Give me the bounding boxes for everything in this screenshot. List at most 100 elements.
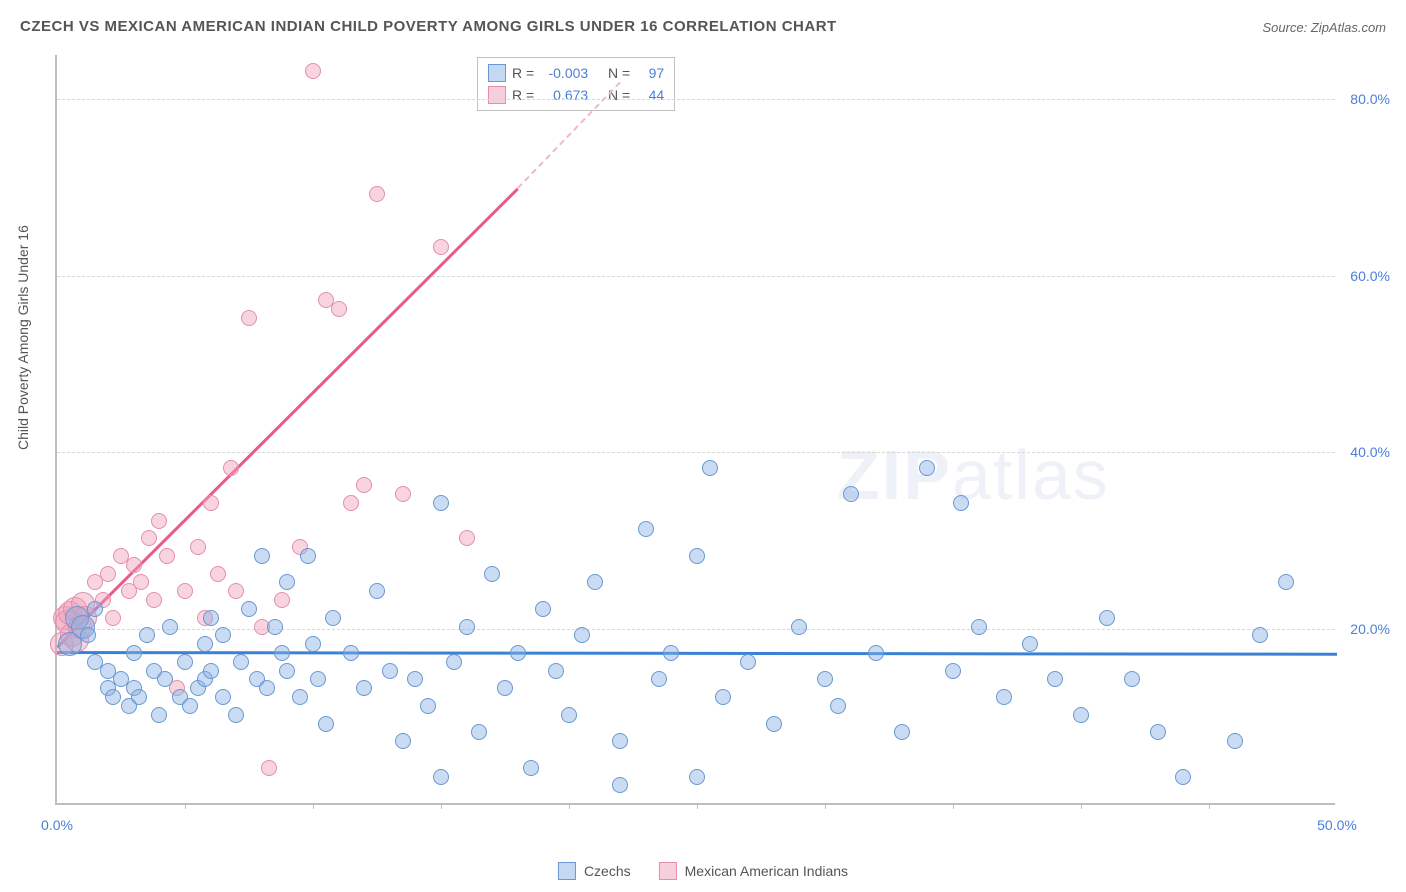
data-point bbox=[369, 583, 385, 599]
data-point bbox=[420, 698, 436, 714]
data-point bbox=[87, 601, 103, 617]
data-point bbox=[497, 680, 513, 696]
data-point bbox=[894, 724, 910, 740]
data-point bbox=[300, 548, 316, 564]
data-point bbox=[259, 680, 275, 696]
x-tick-mark bbox=[697, 803, 698, 809]
x-tick-mark bbox=[441, 803, 442, 809]
data-point bbox=[177, 583, 193, 599]
data-point bbox=[945, 663, 961, 679]
y-tick-label: 80.0% bbox=[1340, 91, 1390, 107]
data-point bbox=[100, 566, 116, 582]
data-point bbox=[510, 645, 526, 661]
data-point bbox=[1022, 636, 1038, 652]
data-point bbox=[919, 460, 935, 476]
data-point bbox=[292, 689, 308, 705]
data-point bbox=[215, 627, 231, 643]
y-tick-label: 40.0% bbox=[1340, 444, 1390, 460]
data-point bbox=[574, 627, 590, 643]
data-point bbox=[133, 574, 149, 590]
data-point bbox=[1124, 671, 1140, 687]
data-point bbox=[318, 716, 334, 732]
data-point bbox=[740, 654, 756, 670]
data-point bbox=[953, 495, 969, 511]
data-point bbox=[689, 548, 705, 564]
x-tick-label: 0.0% bbox=[41, 817, 73, 833]
data-point bbox=[190, 539, 206, 555]
data-point bbox=[228, 707, 244, 723]
data-point bbox=[1175, 769, 1191, 785]
r-value-mexican: 0.673 bbox=[540, 87, 588, 103]
data-point bbox=[663, 645, 679, 661]
data-point bbox=[267, 619, 283, 635]
data-point bbox=[1278, 574, 1294, 590]
watermark-thin: atlas bbox=[952, 436, 1110, 514]
data-point bbox=[126, 645, 142, 661]
data-point bbox=[1150, 724, 1166, 740]
data-point bbox=[356, 477, 372, 493]
data-point bbox=[433, 239, 449, 255]
data-point bbox=[241, 601, 257, 617]
legend-item-czechs: Czechs bbox=[558, 862, 631, 880]
data-point bbox=[395, 733, 411, 749]
data-point bbox=[203, 610, 219, 626]
data-point bbox=[1252, 627, 1268, 643]
data-point bbox=[548, 663, 564, 679]
data-point bbox=[484, 566, 500, 582]
data-point bbox=[612, 777, 628, 793]
data-point bbox=[210, 566, 226, 582]
data-point bbox=[197, 636, 213, 652]
data-point bbox=[146, 592, 162, 608]
data-point bbox=[310, 671, 326, 687]
data-point bbox=[343, 645, 359, 661]
data-point bbox=[139, 627, 155, 643]
data-point bbox=[471, 724, 487, 740]
data-point bbox=[182, 698, 198, 714]
r-label: R = bbox=[512, 87, 534, 103]
data-point bbox=[612, 733, 628, 749]
scatter-plot: ZIPatlas R = -0.003 N = 97 R = 0.673 N =… bbox=[55, 55, 1335, 805]
correlation-stats-box: R = -0.003 N = 97 R = 0.673 N = 44 bbox=[477, 57, 675, 111]
x-tick-mark bbox=[185, 803, 186, 809]
data-point bbox=[241, 310, 257, 326]
data-point bbox=[715, 689, 731, 705]
x-tick-label: 50.0% bbox=[1317, 817, 1357, 833]
data-point bbox=[203, 495, 219, 511]
data-point bbox=[689, 769, 705, 785]
data-point bbox=[261, 760, 277, 776]
data-point bbox=[791, 619, 807, 635]
r-value-czechs: -0.003 bbox=[540, 65, 588, 81]
stats-row-mexican: R = 0.673 N = 44 bbox=[488, 84, 664, 106]
data-point bbox=[305, 636, 321, 652]
data-point bbox=[228, 583, 244, 599]
data-point bbox=[382, 663, 398, 679]
data-point bbox=[395, 486, 411, 502]
x-tick-mark bbox=[825, 803, 826, 809]
data-point bbox=[1073, 707, 1089, 723]
n-label: N = bbox=[608, 65, 630, 81]
data-point bbox=[459, 530, 475, 546]
data-point bbox=[223, 460, 239, 476]
y-axis-label: Child Poverty Among Girls Under 16 bbox=[15, 225, 31, 450]
legend-swatch-blue bbox=[558, 862, 576, 880]
data-point bbox=[561, 707, 577, 723]
x-tick-mark bbox=[313, 803, 314, 809]
y-tick-label: 20.0% bbox=[1340, 621, 1390, 637]
source-attribution: Source: ZipAtlas.com bbox=[1262, 20, 1386, 35]
gridline-h bbox=[57, 629, 1335, 630]
gridline-h bbox=[57, 276, 1335, 277]
data-point bbox=[433, 495, 449, 511]
data-point bbox=[274, 592, 290, 608]
data-point bbox=[80, 627, 96, 643]
n-value-czechs: 97 bbox=[636, 65, 664, 81]
data-point bbox=[702, 460, 718, 476]
data-point bbox=[151, 707, 167, 723]
data-point bbox=[356, 680, 372, 696]
data-point bbox=[162, 619, 178, 635]
swatch-blue bbox=[488, 64, 506, 82]
data-point bbox=[141, 530, 157, 546]
trend-line bbox=[57, 651, 1337, 655]
data-point bbox=[587, 574, 603, 590]
data-point bbox=[325, 610, 341, 626]
data-point bbox=[274, 645, 290, 661]
